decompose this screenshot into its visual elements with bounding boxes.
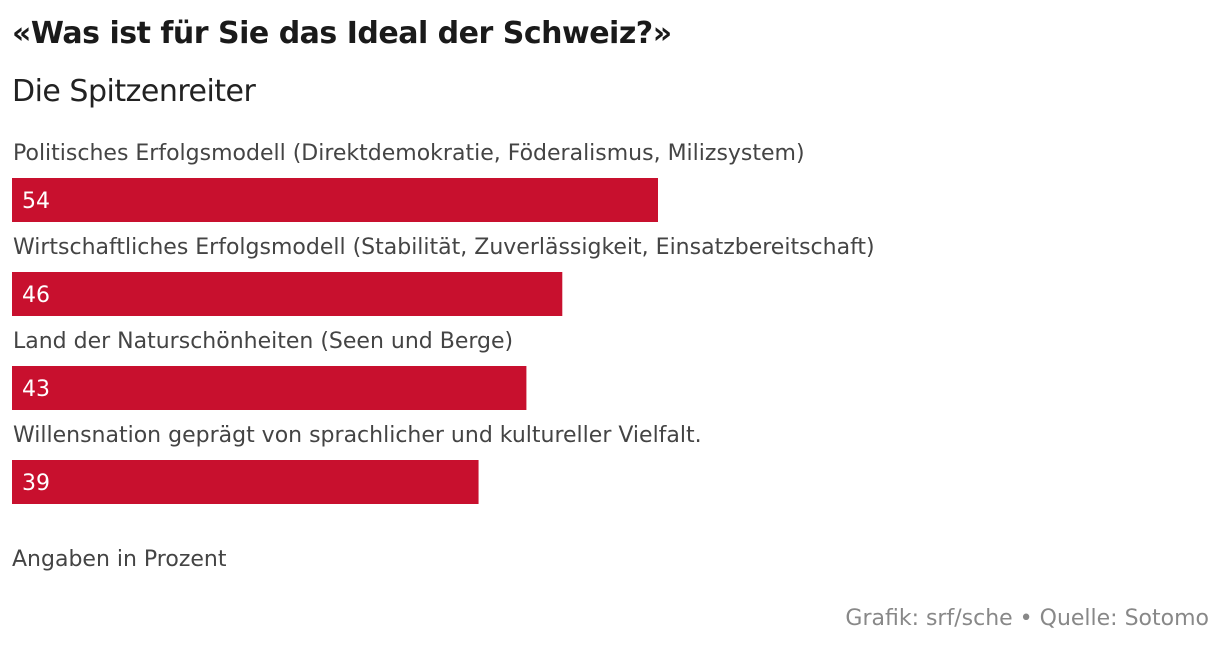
value-label: 54	[22, 189, 50, 214]
value-label: 46	[22, 283, 50, 308]
value-label: 43	[22, 377, 50, 402]
category-label: Politisches Erfolgsmodell (Direktdemokra…	[13, 141, 805, 166]
units-note: Angaben in Prozent	[12, 547, 227, 572]
bar	[12, 178, 658, 222]
chart-title: «Was ist für Sie das Ideal der Schweiz?»	[12, 16, 672, 51]
category-label: Willensnation geprägt von sprachlicher u…	[13, 423, 702, 448]
category-label: Land der Naturschönheiten (Seen und Berg…	[13, 329, 513, 354]
bar	[12, 460, 479, 504]
chart-subtitle: Die Spitzenreiter	[12, 74, 256, 109]
category-label: Wirtschaftliches Erfolgsmodell (Stabilit…	[13, 235, 875, 260]
source-credit: Grafik: srf/sche • Quelle: Sotomo	[845, 606, 1209, 631]
bar	[12, 366, 527, 410]
value-label: 39	[22, 471, 50, 496]
bar-chart: Politisches Erfolgsmodell (Direktdemokra…	[12, 141, 875, 504]
bar	[12, 272, 563, 316]
